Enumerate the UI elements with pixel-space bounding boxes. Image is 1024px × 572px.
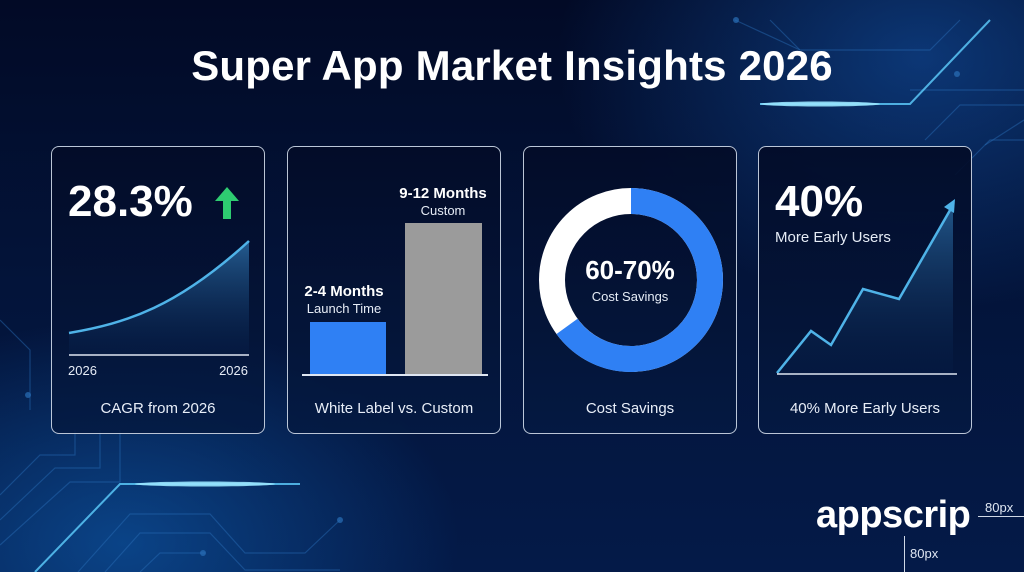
card-caption: Cost Savings bbox=[585, 400, 675, 417]
early-users-sub: More Early Users bbox=[775, 229, 891, 246]
x-axis-start: 2026 bbox=[68, 363, 97, 378]
bar2-value: 9-12 Months bbox=[399, 185, 487, 202]
card-cost-savings: 60-70% Cost Savings Cost Savings bbox=[523, 146, 737, 434]
bar-baseline bbox=[302, 374, 488, 376]
dimension-line-vertical bbox=[904, 536, 905, 572]
donut-center-value: 60-70% bbox=[585, 255, 675, 285]
card-white-label-vs-custom: 2-4 Months Launch Time 9-12 Months Custo… bbox=[287, 146, 501, 434]
card-caption: White Label vs. Custom bbox=[314, 400, 474, 417]
early-users-value: 40% bbox=[775, 177, 864, 226]
card-caption: CAGR from 2026 bbox=[100, 400, 216, 417]
cost-savings-donut bbox=[539, 188, 723, 372]
card-caption: 40% More Early Users bbox=[789, 400, 941, 417]
dimension-label-vertical: 80px bbox=[910, 546, 939, 561]
early-users-line-chart bbox=[776, 199, 957, 375]
dimension-label-horizontal: 80px bbox=[985, 500, 1014, 515]
card-cagr: 28.3% 2026 2026 CAGR from 2026 bbox=[51, 146, 265, 434]
bar-white-label bbox=[310, 322, 386, 374]
up-arrow-icon bbox=[215, 187, 239, 219]
bar1-label: Launch Time bbox=[306, 301, 382, 316]
card-early-users: 40% More Early Users 40% More Early User… bbox=[758, 146, 972, 434]
x-axis-end: 2026 bbox=[219, 363, 248, 378]
bar1-value: 2-4 Months bbox=[304, 283, 384, 300]
page-title: Super App Market Insights 2026 bbox=[191, 42, 833, 89]
donut-center-label: Cost Savings bbox=[591, 289, 669, 304]
cagr-value: 28.3% bbox=[68, 177, 193, 226]
appscrip-logo: appscrip bbox=[816, 494, 971, 536]
cagr-area-chart bbox=[68, 240, 250, 356]
dimension-line-horizontal bbox=[978, 516, 1024, 517]
bar2-label: Custom bbox=[420, 203, 466, 218]
bar-custom bbox=[405, 223, 482, 374]
